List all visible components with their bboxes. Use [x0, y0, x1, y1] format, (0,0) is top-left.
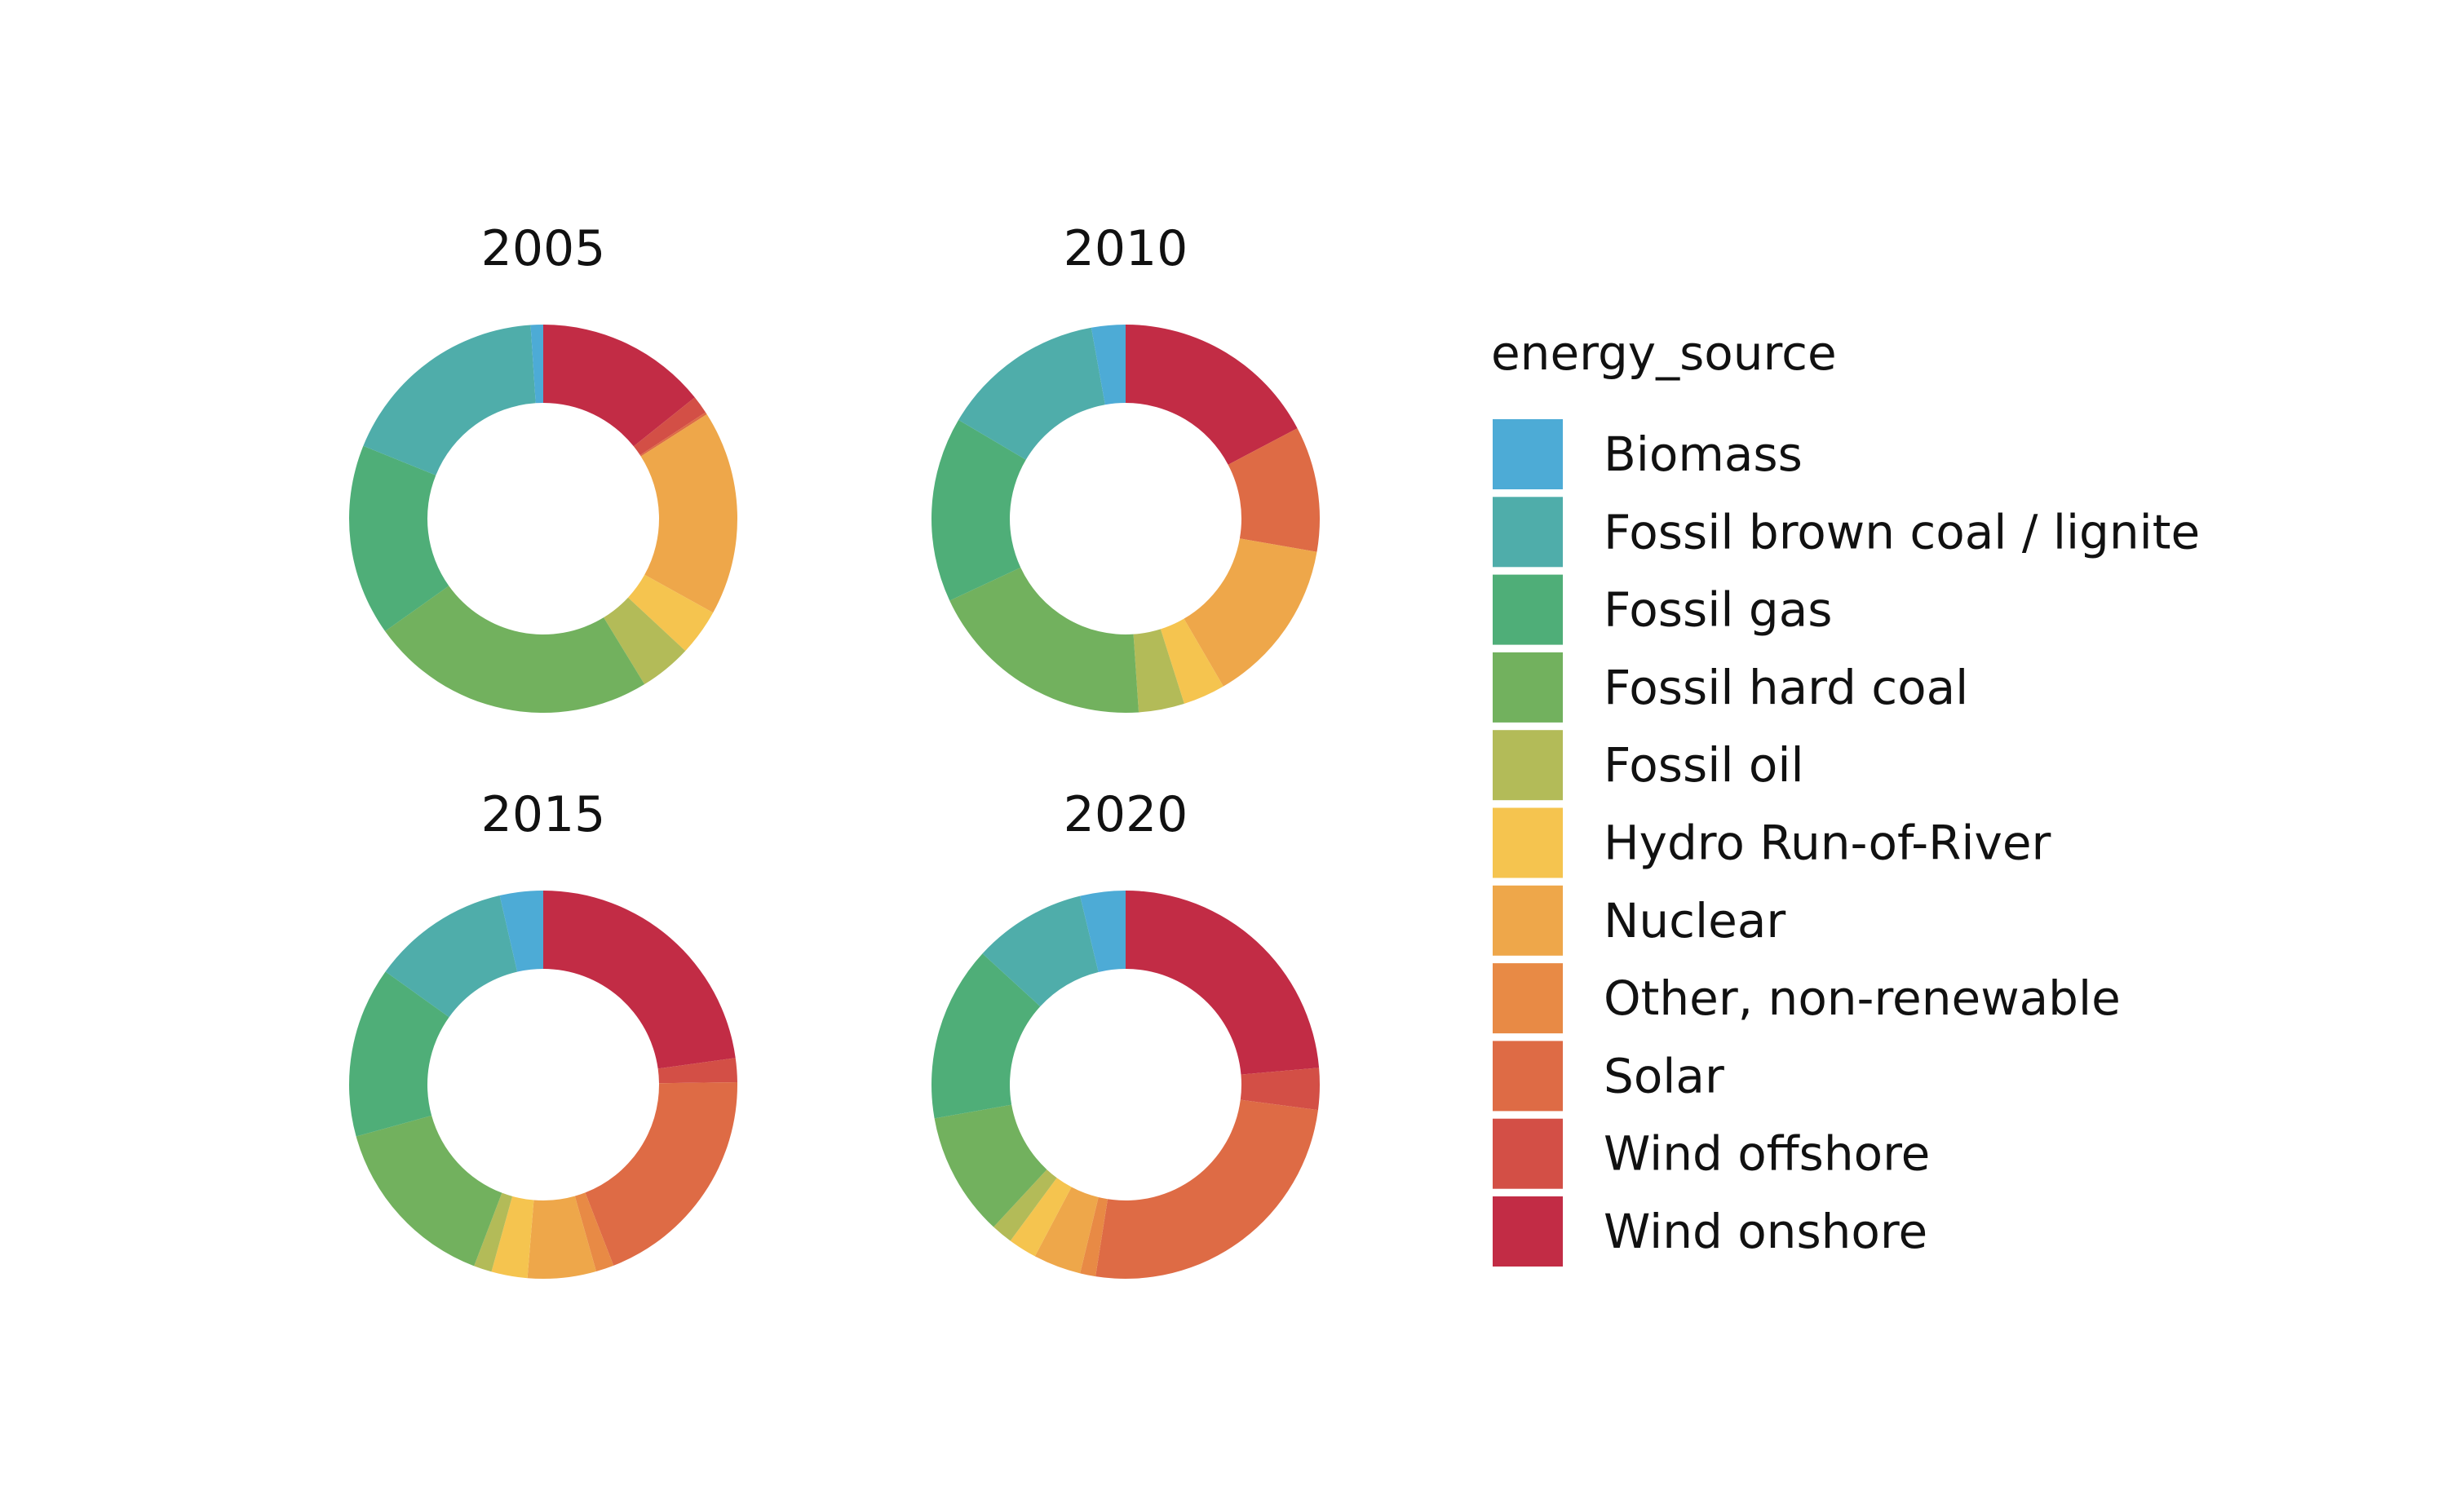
- legend-label: Other, non-renewable: [1604, 970, 2121, 1026]
- slice-nuclear: [640, 413, 738, 613]
- legend-swatch: [1493, 807, 1563, 878]
- panel-title: 2015: [481, 786, 606, 843]
- legend-title: energy_source: [1491, 325, 1837, 381]
- slice-biomass: [1080, 891, 1126, 972]
- slice-fossil-hard-coal: [949, 567, 1139, 714]
- legend-swatch: [1493, 652, 1563, 723]
- legend-swatch: [1493, 574, 1563, 645]
- legend-item-biomass: Biomass: [1493, 419, 1803, 489]
- slice-biomass: [499, 891, 543, 972]
- legend-item-wind-onshore: Wind onshore: [1493, 1196, 1927, 1267]
- legend-label: Solar: [1604, 1048, 1724, 1103]
- slice-fossil-gas: [931, 953, 1041, 1119]
- slice-fossil-brown-coal-lignite: [363, 325, 536, 475]
- legend-swatch: [1493, 963, 1563, 1034]
- legend-label: Hydro Run-of-River: [1604, 816, 2051, 871]
- legend-label: Wind offshore: [1604, 1126, 1930, 1182]
- legend-item-nuclear: Nuclear: [1493, 885, 1785, 956]
- donut-panel-2010: 2010: [931, 220, 1321, 714]
- donut-panel-2020: 2020: [931, 786, 1320, 1280]
- legend-item-wind-offshore: Wind offshore: [1493, 1118, 1930, 1189]
- slice-fossil-oil: [474, 1192, 513, 1272]
- slice-other-non-renewable: [1080, 1197, 1108, 1277]
- slice-biomass: [530, 325, 543, 404]
- legend-label: Biomass: [1604, 427, 1803, 482]
- slice-biomass: [1091, 325, 1126, 405]
- slice-wind-onshore: [1126, 891, 1320, 1075]
- legend-label: Fossil gas: [1604, 582, 1832, 638]
- slice-nuclear: [527, 1196, 596, 1280]
- slice-solar: [1095, 1099, 1318, 1280]
- legend: energy_source Biomass Fossil brown coal /…: [1491, 325, 2200, 1267]
- slice-fossil-brown-coal-lignite: [385, 895, 518, 1018]
- slice-fossil-gas: [931, 419, 1026, 601]
- slice-wind-onshore: [1126, 325, 1298, 465]
- panel-title: 2010: [1064, 220, 1188, 277]
- slice-fossil-hard-coal: [934, 1104, 1047, 1227]
- slice-wind-offshore: [633, 397, 706, 456]
- slice-fossil-oil: [993, 1169, 1057, 1241]
- slice-hydro-run-of-river: [1160, 618, 1224, 704]
- slice-solar: [1228, 428, 1321, 552]
- legend-item-solar: Solar: [1493, 1041, 1724, 1112]
- donut-panels: 2005 2010 2015 2020: [348, 220, 1321, 1280]
- legend-item-fossil-hard-coal: Fossil hard coal: [1493, 652, 1968, 723]
- slice-other-non-renewable: [574, 1192, 614, 1271]
- slice-fossil-gas: [348, 971, 449, 1137]
- panel-title: 2020: [1064, 786, 1188, 843]
- slice-fossil-brown-coal-lignite: [958, 327, 1105, 460]
- slice-fossil-hard-coal: [356, 1115, 502, 1267]
- legend-label: Fossil brown coal / lignite: [1604, 504, 2200, 559]
- slice-wind-onshore: [543, 325, 695, 447]
- panel-title: 2005: [481, 220, 606, 277]
- slice-wind-offshore: [657, 1058, 737, 1084]
- legend-swatch: [1493, 1196, 1563, 1267]
- slice-hydro-run-of-river: [491, 1196, 534, 1279]
- legend-swatch: [1493, 497, 1563, 568]
- legend-items: Biomass Fossil brown coal / lignite Fossil…: [1493, 419, 2200, 1267]
- slice-fossil-hard-coal: [385, 586, 645, 714]
- slice-wind-offshore: [1240, 1068, 1320, 1111]
- legend-swatch: [1493, 1118, 1563, 1189]
- slice-fossil-brown-coal-lignite: [982, 895, 1099, 1007]
- legend-swatch: [1493, 730, 1563, 801]
- slice-hydro-run-of-river: [1010, 1178, 1072, 1257]
- donut-panel-2005: 2005: [349, 220, 738, 714]
- legend-swatch: [1493, 419, 1563, 489]
- legend-item-fossil-gas: Fossil gas: [1493, 574, 1832, 645]
- legend-label: Wind onshore: [1604, 1204, 1927, 1259]
- legend-item-fossil-oil: Fossil oil: [1493, 730, 1804, 801]
- slice-solar: [585, 1082, 737, 1266]
- legend-label: Fossil hard coal: [1604, 660, 1968, 715]
- legend-swatch: [1493, 885, 1563, 956]
- donut-panel-2015: 2015: [348, 786, 737, 1280]
- legend-item-other-non-renewable: Other, non-renewable: [1493, 963, 2121, 1034]
- slice-fossil-oil: [1133, 629, 1184, 713]
- slice-hydro-run-of-river: [627, 574, 714, 652]
- slice-nuclear: [1034, 1187, 1099, 1274]
- legend-swatch: [1493, 1041, 1563, 1112]
- legend-item-hydro-run-of-river: Hydro Run-of-River: [1493, 807, 2051, 878]
- slice-solar: [639, 412, 707, 457]
- slice-fossil-gas: [349, 445, 449, 631]
- slice-fossil-oil: [604, 597, 686, 685]
- slice-wind-onshore: [543, 891, 736, 1069]
- legend-item-fossil-brown-coal-lignite: Fossil brown coal / lignite: [1493, 497, 2200, 568]
- legend-label: Nuclear: [1604, 893, 1785, 948]
- slice-nuclear: [1184, 538, 1317, 687]
- legend-label: Fossil oil: [1604, 737, 1804, 793]
